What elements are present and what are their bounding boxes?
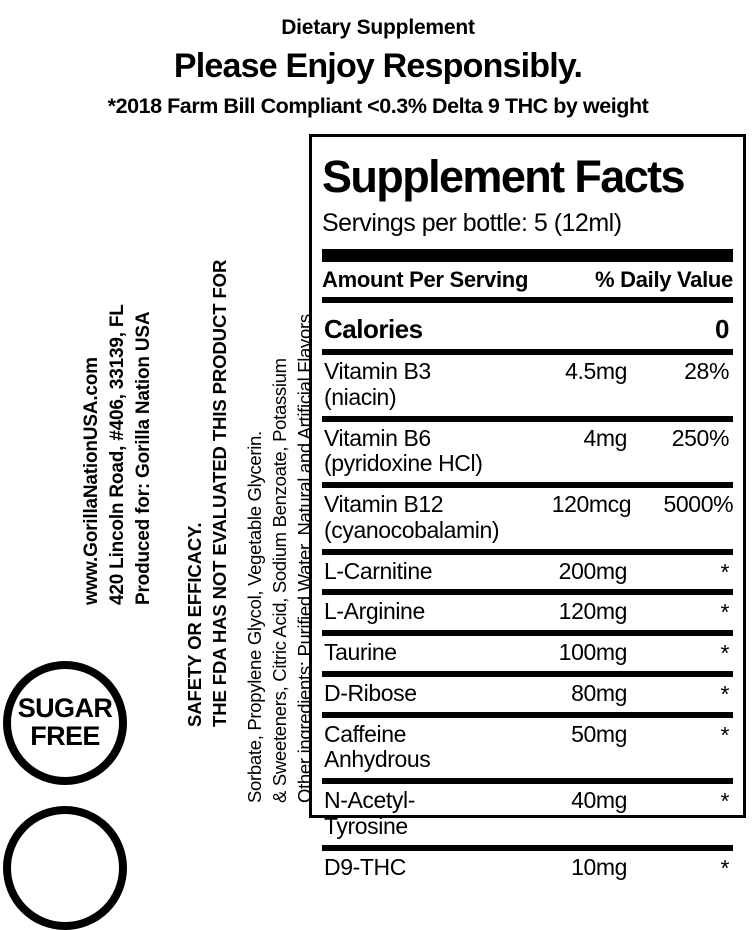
sugar-free-badge-line-2: FREE [30, 721, 100, 751]
producer-name-line: Produced for: Gorilla Nation USA [133, 311, 154, 605]
nutrient-name: D-Ribose [324, 679, 417, 706]
nutrient-name: L-Carnitine [324, 557, 433, 584]
nutrient-amount: 80mg [571, 679, 627, 706]
supplement-facts-panel: Supplement Facts Servings per bottle: 5 … [309, 134, 746, 879]
nutrient-amount: 100mg [558, 639, 628, 666]
nutrient-amount: 4.5mg [565, 358, 627, 385]
nutrient-daily-value: * [720, 721, 729, 748]
nutrient-amount: 200mg [558, 557, 628, 584]
nutrient-name: Vitamin B12 (cyanocobalamin) [322, 491, 500, 544]
table-row: Calories 0 [322, 303, 733, 349]
nutrient-daily-value: 0 [715, 314, 729, 344]
nutrient-name-line-1: Vitamin B12 [324, 491, 444, 518]
nutrient-amount: 10mg [571, 853, 627, 880]
tagline-heading: Please Enjoy Responsibly. [173, 47, 583, 85]
nutrient-name-line-2: (pyridoxine HCl) [324, 450, 483, 477]
other-ingredients-line-3: Sorbate, Propylene Glycol, Vegetable Gly… [244, 431, 265, 803]
nutrient-daily-value: * [720, 558, 729, 585]
nutrient-daily-value: * [720, 599, 729, 626]
supplement-facts-title: Supplement Facts [322, 151, 686, 202]
row-divider [322, 670, 733, 677]
servings-per-bottle-text: Servings per bottle: 5 (12ml) [322, 209, 622, 237]
nutrient-amount: 120mg [558, 598, 628, 625]
row-divider [322, 778, 733, 785]
producer-address-line: 420 Lincoln Road, #406, 33139, FL [107, 304, 128, 605]
nutrient-name: Taurine [324, 639, 397, 666]
nutrient-daily-value: * [720, 788, 729, 815]
nutrient-name: Vitamin B3 (niacin) [324, 358, 431, 410]
table-column-headers: Amount Per Serving % Daily Value [322, 262, 733, 297]
farm-bill-compliance-text: *2018 Farm Bill Compliant <0.3% Delta 9 … [107, 94, 649, 118]
row-divider [322, 548, 733, 555]
table-row: D-Ribose 80mg * [322, 677, 733, 712]
nutrient-name: L-Arginine [324, 598, 425, 625]
nutrient-name-line-2: (cyanocobalamin) [324, 516, 500, 543]
nutrient-daily-value: * [720, 640, 729, 667]
table-row: Taurine 100mg * [322, 636, 733, 671]
rule-under-headers [322, 297, 733, 303]
label-header: Dietary Supplement Please Enjoy Responsi… [0, 0, 756, 118]
table-row: L-Arginine 120mg * [322, 595, 733, 630]
dietary-supplement-heading: Dietary Supplement [281, 16, 475, 39]
daily-value-header: % Daily Value [595, 267, 733, 292]
other-ingredients-line-2: & Sweeteners, Citric Acid, Sodium Benzoa… [269, 358, 290, 803]
sugar-free-badge-line-1: SUGAR [17, 693, 113, 724]
table-row: N-Acetyl-Tyrosine 40mg * [322, 784, 733, 845]
table-row: Vitamin B3 (niacin) 4.5mg 28% [322, 355, 733, 416]
table-row: L-Carnitine 200mg * [322, 555, 733, 590]
nutrient-daily-value: 28% [684, 358, 729, 385]
nutrient-daily-value: * [720, 680, 729, 707]
table-row: Caffeine Anhydrous 50mg * [322, 718, 733, 779]
secondary-badge-partial [3, 806, 127, 930]
nutrient-name: Caffeine Anhydrous [324, 720, 431, 773]
row-divider [322, 349, 733, 356]
fda-disclaimer-line-1: THE FDA HAS NOT EVALUATED THIS PRODUCT F… [209, 259, 230, 727]
nutrient-amount: 4mg [583, 424, 627, 451]
nutrient-amount: 50mg [571, 720, 627, 747]
producer-website-line: www.GorillaNationUSA.com [81, 357, 102, 605]
nutrient-name: N-Acetyl-Tyrosine [324, 787, 415, 839]
row-divider [322, 589, 733, 596]
row-divider [322, 482, 733, 489]
table-row: Vitamin B6 (pyridoxine HCl) 4mg 250% [322, 422, 733, 483]
row-divider [322, 415, 733, 422]
nutrient-amount: 120mcg [551, 491, 632, 518]
nutrient-daily-value: 250% [671, 424, 730, 451]
nutrient-name: D9-THC [324, 853, 406, 880]
sugar-free-badge: SUGAR FREE [3, 661, 127, 785]
fda-disclaimer-line-2: SAFETY OR EFFICACY. [184, 522, 205, 727]
nutrient-amount: 40mg [571, 787, 627, 814]
nutrient-name-line-1: Vitamin B6 [324, 424, 431, 451]
nutrient-daily-value: 5000% [663, 491, 734, 518]
table-row: Vitamin B12 (cyanocobalamin) 120mcg 5000… [322, 488, 734, 549]
row-divider [322, 711, 733, 718]
nutrient-name: Calories [324, 314, 423, 344]
nutrient-name: Vitamin B6 (pyridoxine HCl) [322, 424, 495, 478]
nutrient-daily-value: * [720, 854, 729, 881]
table-row: D9-THC 10mg * [322, 851, 733, 886]
amount-per-serving-header: Amount Per Serving [322, 267, 529, 292]
sugar-free-badge-text: SUGAR FREE [17, 693, 113, 751]
row-divider [322, 630, 733, 637]
heavy-rule-top [322, 249, 733, 262]
